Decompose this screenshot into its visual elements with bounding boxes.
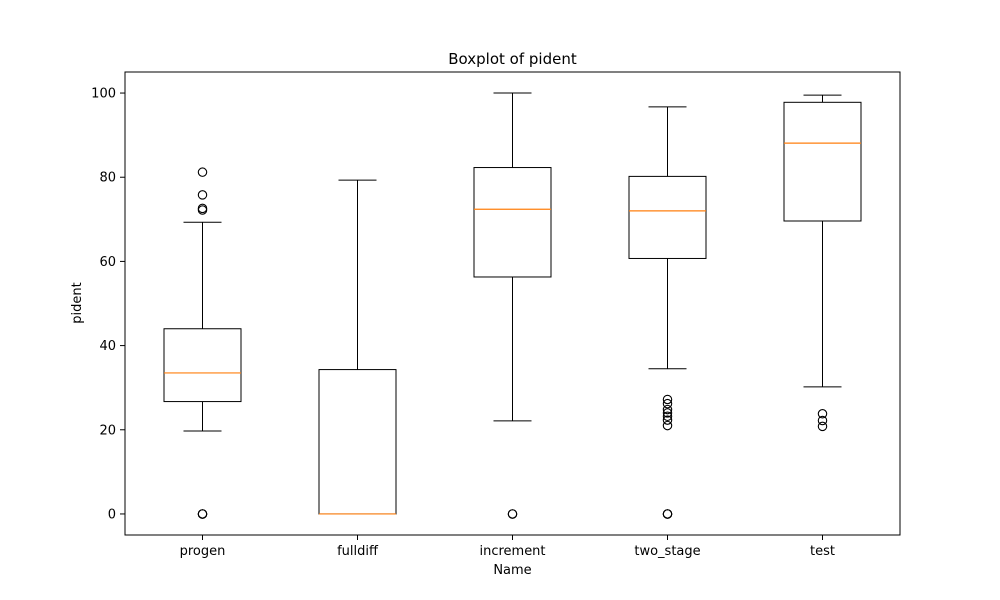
y-tick-label: 20 bbox=[99, 423, 116, 438]
outlier-point bbox=[197, 509, 208, 519]
outlier-point bbox=[662, 411, 673, 422]
outlier-point bbox=[662, 398, 673, 409]
y-tick-label: 80 bbox=[99, 171, 116, 186]
x-tick-label: progen bbox=[180, 544, 226, 559]
outlier-point bbox=[662, 420, 673, 431]
outlier-point bbox=[507, 509, 518, 519]
plot-frame bbox=[124, 71, 901, 536]
outlier-point bbox=[197, 190, 208, 200]
y-tick-label: 0 bbox=[108, 507, 116, 522]
iqr-box bbox=[783, 101, 862, 222]
outlier-point bbox=[662, 408, 673, 418]
plot-area: 0 20 40 60 80 100 progen fulldiff increment two_s… bbox=[91, 87, 862, 559]
x-tick-label: two_stage bbox=[634, 544, 700, 559]
outlier-point bbox=[817, 421, 828, 432]
x-axis-label: Name bbox=[493, 563, 531, 578]
outlier-point bbox=[662, 415, 673, 425]
outlier-point bbox=[662, 404, 673, 415]
outlier-point bbox=[662, 509, 673, 519]
x-tick-label: increment bbox=[479, 544, 545, 559]
iqr-box bbox=[473, 167, 552, 278]
box-group-progen bbox=[163, 167, 242, 519]
outlier-point bbox=[817, 415, 828, 426]
box-group-two_stage bbox=[628, 106, 707, 519]
y-tick-label: 100 bbox=[91, 87, 116, 102]
outlier-point bbox=[197, 203, 208, 214]
box-group-test bbox=[783, 94, 862, 432]
y-tick-label: 40 bbox=[99, 339, 116, 354]
x-tick-label: test bbox=[810, 544, 835, 559]
box-group-increment bbox=[473, 92, 552, 519]
outlier-point bbox=[817, 409, 828, 419]
outlier-point bbox=[197, 167, 208, 177]
box-group-fulldiff bbox=[318, 179, 397, 515]
x-tick-label: fulldiff bbox=[337, 544, 379, 559]
iqr-box bbox=[163, 328, 242, 403]
y-tick-label: 60 bbox=[99, 255, 116, 270]
iqr-box bbox=[628, 175, 707, 259]
chart-title: Boxplot of pident bbox=[448, 50, 577, 68]
y-axis-label: pident bbox=[70, 282, 85, 323]
iqr-box bbox=[318, 369, 397, 515]
outlier-point bbox=[662, 394, 673, 405]
